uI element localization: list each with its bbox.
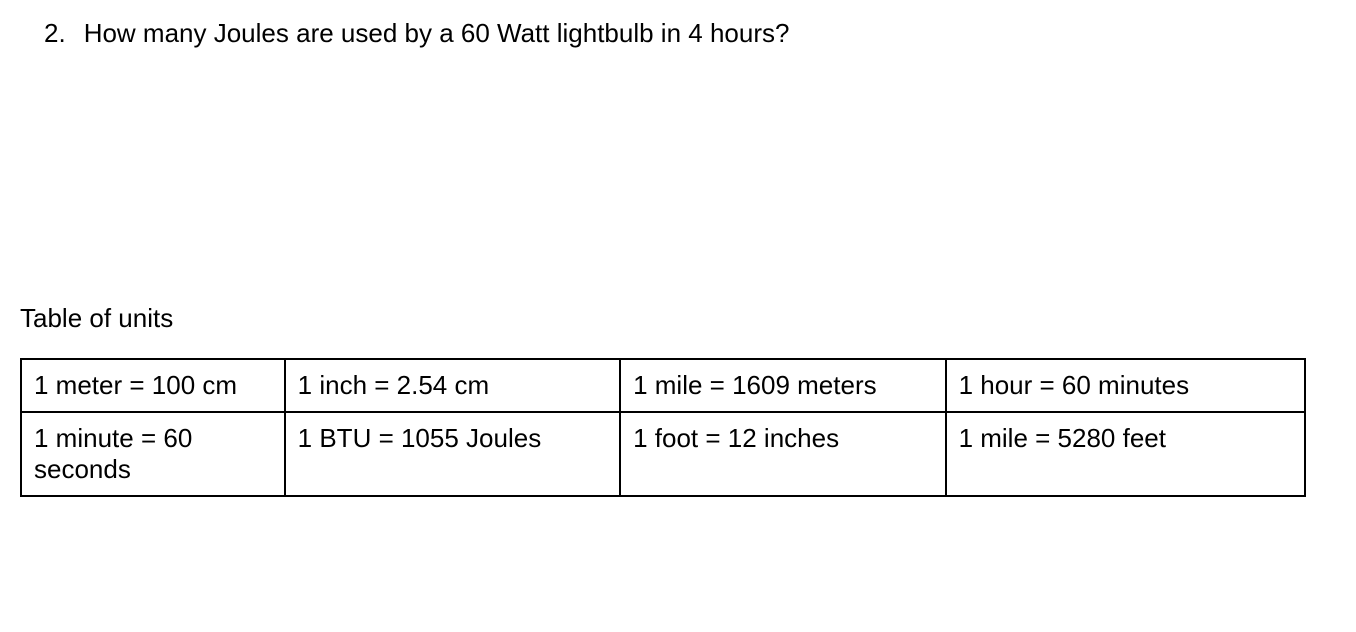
table-cell: 1 inch = 2.54 cm [285,359,620,412]
question-row: 2. How many Joules are used by a 60 Watt… [44,18,1336,49]
table-cell: 1 BTU = 1055 Joules [285,412,620,496]
table-row: 1 meter = 100 cm 1 inch = 2.54 cm 1 mile… [21,359,1305,412]
units-table: 1 meter = 100 cm 1 inch = 2.54 cm 1 mile… [20,358,1306,497]
question-number: 2. [44,18,66,49]
table-cell: 1 mile = 1609 meters [620,359,945,412]
table-title: Table of units [20,303,1336,334]
table-cell: 1 hour = 60 minutes [946,359,1305,412]
table-cell: 1 minute = 60 seconds [21,412,285,496]
table-cell: 1 foot = 12 inches [620,412,945,496]
table-cell: 1 mile = 5280 feet [946,412,1305,496]
question-text: How many Joules are used by a 60 Watt li… [84,18,790,49]
table-row: 1 minute = 60 seconds 1 BTU = 1055 Joule… [21,412,1305,496]
table-cell: 1 meter = 100 cm [21,359,285,412]
